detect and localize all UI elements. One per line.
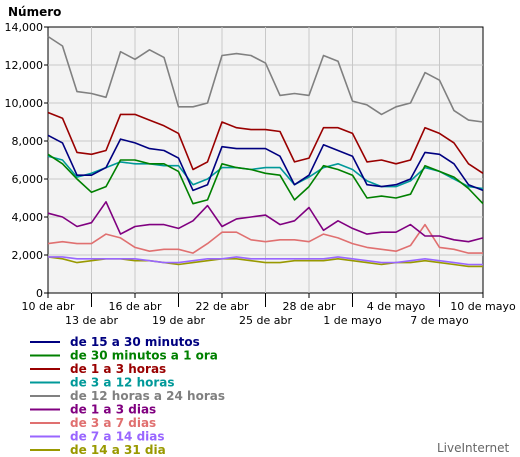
x-tick-label: 10 de abr xyxy=(22,300,75,313)
series-line xyxy=(47,155,484,190)
y-tick-label: 8,000 xyxy=(12,135,44,148)
y-tick-label: 10,000 xyxy=(5,97,44,110)
y-axis-label: Número xyxy=(8,5,61,19)
series-line xyxy=(47,153,484,205)
brand-logo: LiveInternet xyxy=(437,441,509,455)
x-tick-label: 25 de abr xyxy=(239,314,292,327)
legend-label: de 1 a 3 horas xyxy=(70,362,166,376)
legend-label: de 3 a 7 dias xyxy=(70,416,156,430)
legend-label: de 14 a 31 dia xyxy=(70,443,166,457)
series-line xyxy=(47,134,484,192)
legend-label: de 3 a 12 horas xyxy=(70,376,175,390)
y-tick-label: 14,000 xyxy=(5,21,44,34)
legend-label: de 12 horas a 24 horas xyxy=(70,389,225,403)
x-tick-label: 19 de abr xyxy=(152,314,205,327)
legend-label: de 30 minutos a 1 ora xyxy=(70,349,218,363)
series-line xyxy=(47,201,484,243)
series-line xyxy=(47,35,484,123)
x-tick-label: 7 de mayo xyxy=(410,314,469,327)
series-lines xyxy=(47,35,484,268)
x-tick-label: 4 de mayo xyxy=(367,300,426,313)
x-tick-label: 13 de abr xyxy=(65,314,118,327)
series-line xyxy=(47,223,483,254)
x-tick-label: 16 de abr xyxy=(109,300,162,313)
legend-label: de 1 a 3 dias xyxy=(70,403,156,417)
grid-lines xyxy=(48,27,483,293)
y-tick-label: 12,000 xyxy=(5,59,44,72)
y-tick-label: 2,000 xyxy=(12,249,44,262)
y-tick-label: 6,000 xyxy=(12,173,44,186)
legend-label: de 7 a 14 dias xyxy=(70,430,165,444)
y-tick-label: 0 xyxy=(36,287,43,300)
x-tick-label: 1 de mayo xyxy=(323,314,382,327)
series-line xyxy=(47,111,484,174)
y-axis-ticks: 0 2,000 4,000 6,000 8,000 10,000 12,000 14,000 xyxy=(5,21,48,300)
x-tick-label: 22 de abr xyxy=(196,300,249,313)
x-tick-label: 10 de mayo xyxy=(450,300,516,313)
series-line xyxy=(48,256,483,266)
legend-label: de 15 a 30 minutos xyxy=(70,335,200,349)
x-axis-ticks: 10 de abr 16 de abr 22 de abr 28 de abr 4 de… xyxy=(22,293,516,327)
y-tick-label: 4,000 xyxy=(12,211,44,224)
x-tick-label: 28 de abr xyxy=(283,300,336,313)
